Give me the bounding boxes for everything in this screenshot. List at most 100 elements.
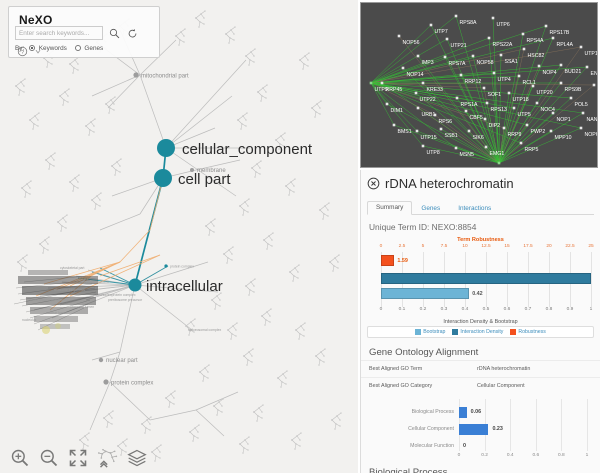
tab-genes[interactable]: Genes	[421, 204, 441, 212]
bottom-tick: 0.5	[482, 307, 490, 312]
collapse-network-icon[interactable]	[97, 448, 118, 468]
label-intracellular: intracellular	[146, 278, 223, 295]
chart-title-term-robustness: Term Robustness	[457, 237, 504, 243]
search-input[interactable]	[15, 26, 103, 40]
detail-tabs[interactable]: Summary Genes Interactions	[367, 198, 594, 215]
chevron-down-icon[interactable]	[34, 44, 42, 62]
bar-interaction-density	[381, 273, 591, 284]
gene-label: UTP10	[503, 167, 519, 168]
bottom-tick: 0.9	[566, 307, 574, 312]
radio-genes[interactable]: Genes	[74, 45, 103, 52]
tree-major-nodes[interactable]: cellular_component cell part intracellul…	[128, 139, 313, 295]
bottom-tick: 0.6	[503, 307, 511, 312]
legend-item[interactable]: Interaction Density	[452, 329, 503, 335]
top-tick: 10	[462, 244, 468, 249]
close-circle-icon[interactable]	[367, 177, 380, 190]
bar-row: 1.59	[381, 255, 591, 266]
radio-genes-dot[interactable]	[74, 45, 81, 51]
node-cellular-component[interactable]	[157, 139, 175, 157]
bottom-tick: 0.3	[440, 307, 448, 312]
fit-screen-icon[interactable]	[68, 448, 88, 468]
gene-label: DIM1	[391, 108, 404, 114]
radio-keywords[interactable]: Keywords	[29, 45, 69, 52]
go-term-key: Best Aligned GO Term	[369, 366, 423, 372]
search-mode-radio-group[interactable]: By: Keywords Genes	[15, 45, 109, 52]
bottom-tick: 0	[379, 307, 383, 312]
gene-label: RRP9	[508, 132, 522, 138]
refresh-icon[interactable]	[127, 26, 138, 44]
top-tick: 7.5	[440, 244, 448, 249]
gene-network-panel[interactable]: UTP9 RPS8A UTP6 UTP7 RPS17B NOP56 UTP21 RPS22A R…	[360, 2, 598, 168]
gene-label: SSA1	[505, 59, 518, 65]
detail-header: rDNA heterochromatin	[361, 170, 600, 193]
tiny-label-0: protein complex	[170, 265, 194, 269]
axis-tick: 1	[585, 453, 589, 458]
gene-label: RPS7A	[449, 61, 467, 67]
gene-label: KRI1	[598, 89, 599, 95]
bottom-tick: 1	[589, 307, 593, 312]
gene-label: SSB1	[445, 133, 458, 139]
axis-tick: 0	[457, 453, 461, 458]
gene-label: SIK6	[473, 135, 484, 141]
tree-mid-nodes[interactable]: mitochondrial part membrane protein comp…	[98, 72, 227, 387]
gene-label: PWP2	[531, 129, 546, 135]
tab-interactions[interactable]: Interactions	[458, 204, 492, 212]
gene-network-canvas[interactable]: UTP9 RPS8A UTP6 UTP7 RPS17B NOP56 UTP21 RPS22A R…	[361, 3, 598, 168]
chart-top-axis: 0 2.5 5 7.5 10 12.5 15 17.5 20 22.5 25	[367, 244, 594, 252]
axis-tick: 0.4	[506, 453, 514, 458]
zoom-in-icon[interactable]	[10, 448, 30, 468]
gene-label: BMS1	[398, 129, 412, 135]
tab-summary[interactable]: Summary	[367, 200, 413, 215]
go-alignment-title: Gene Ontology Alignment	[369, 347, 479, 358]
gene-label: DIP2	[489, 123, 501, 129]
legend-item[interactable]: Bootstrap	[415, 329, 445, 335]
bar-value: 1.59	[397, 257, 408, 264]
ontology-tree-panel[interactable]: mitochondrial part membrane protein comp…	[0, 0, 358, 473]
search-icon[interactable]	[109, 26, 120, 44]
go-category-chart: Biological Process 0.06 Cellular Component…	[367, 397, 594, 463]
gene-label: MSN5	[460, 152, 475, 158]
gene-label: RPS17B	[550, 30, 570, 36]
gene-label: BUD21	[565, 69, 582, 75]
bar-value: 0.42	[472, 290, 483, 297]
tiny-label-3: preribosome precursor	[108, 298, 143, 302]
search-panel[interactable]: NeXO ?	[8, 6, 160, 58]
tree-toolbar[interactable]	[0, 442, 358, 473]
radio-keywords-label: Keywords	[38, 45, 67, 52]
tiny-label-5: nuclear lumen	[46, 311, 67, 315]
bar-robustness	[381, 255, 395, 266]
gene-label: NOP58	[477, 60, 494, 66]
layers-icon[interactable]	[126, 448, 147, 468]
top-tick: 22.5	[565, 244, 575, 249]
search-row[interactable]: ?	[15, 26, 155, 57]
tiny-label-9: spliceosomal complex	[188, 328, 221, 332]
zoom-out-icon[interactable]	[39, 448, 59, 468]
gene-label: UTP7	[435, 29, 448, 35]
radio-keywords-dot[interactable]	[29, 45, 36, 51]
gridline	[535, 399, 537, 451]
bar-row	[381, 273, 591, 284]
help-icon[interactable]: ?	[17, 44, 28, 62]
legend-label: Bootstrap	[423, 329, 446, 335]
chart-legend[interactable]: Bootstrap Interaction Density Robustness	[367, 326, 594, 338]
mid-label-membrane: membrane	[197, 168, 226, 174]
tiny-label-6: ribosome biogenesis	[54, 288, 85, 292]
unique-term-id: Unique Term ID: NEXO:8854	[369, 222, 477, 232]
tree-tiny-nodes: protein complex ribosomal subunit ribonu…	[22, 264, 221, 332]
gene-label: UTP4	[498, 77, 511, 83]
top-tick: 2.5	[398, 244, 406, 249]
legend-label: Interaction Density	[460, 329, 504, 335]
term-detail-panel[interactable]: rDNA heterochromatin Summary Genes Inter…	[360, 170, 600, 473]
gene-label: RRP45	[386, 87, 403, 93]
top-tick: 5	[421, 244, 425, 249]
node-intracellular[interactable]	[128, 278, 142, 292]
legend-item[interactable]: Robustness	[510, 329, 546, 335]
gene-label: RCL1	[523, 80, 536, 86]
legend-swatch	[452, 329, 459, 335]
bar-value: 0	[463, 443, 466, 449]
mid-label-protein-complex: protein complex	[111, 381, 153, 387]
gene-label: POL5	[575, 102, 588, 108]
bar-cellular-component	[459, 424, 489, 435]
node-cell-part[interactable]	[154, 169, 172, 187]
ontology-tree-canvas[interactable]: mitochondrial part membrane protein comp…	[0, 0, 358, 473]
